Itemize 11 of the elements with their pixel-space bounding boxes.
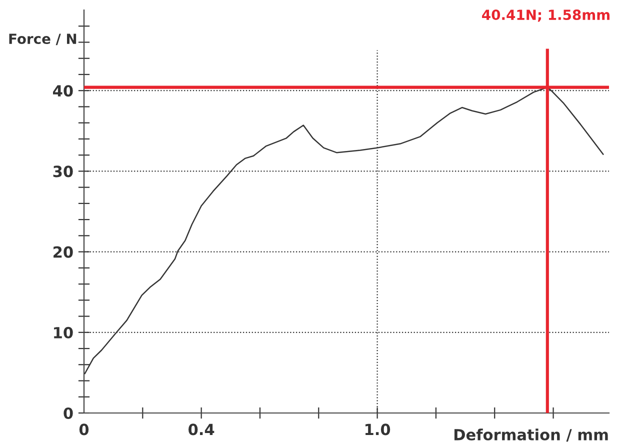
x-tick-label: 0	[79, 424, 89, 436]
y-tick-label: 0	[64, 407, 73, 420]
y-tick-label: 30	[53, 166, 73, 178]
y-axis-title: Force / N	[9, 34, 76, 46]
x-tick-label: 1.0	[365, 424, 390, 436]
y-tick-label: 40	[53, 85, 73, 97]
x-axis-title: Deformation / mm	[454, 428, 608, 442]
y-tick-label: 10	[54, 326, 73, 338]
y-tick-label: 20	[54, 246, 73, 258]
annotation: 40.41N; 1.58mm	[482, 10, 610, 22]
x-tick-label: 0.4	[188, 424, 214, 436]
